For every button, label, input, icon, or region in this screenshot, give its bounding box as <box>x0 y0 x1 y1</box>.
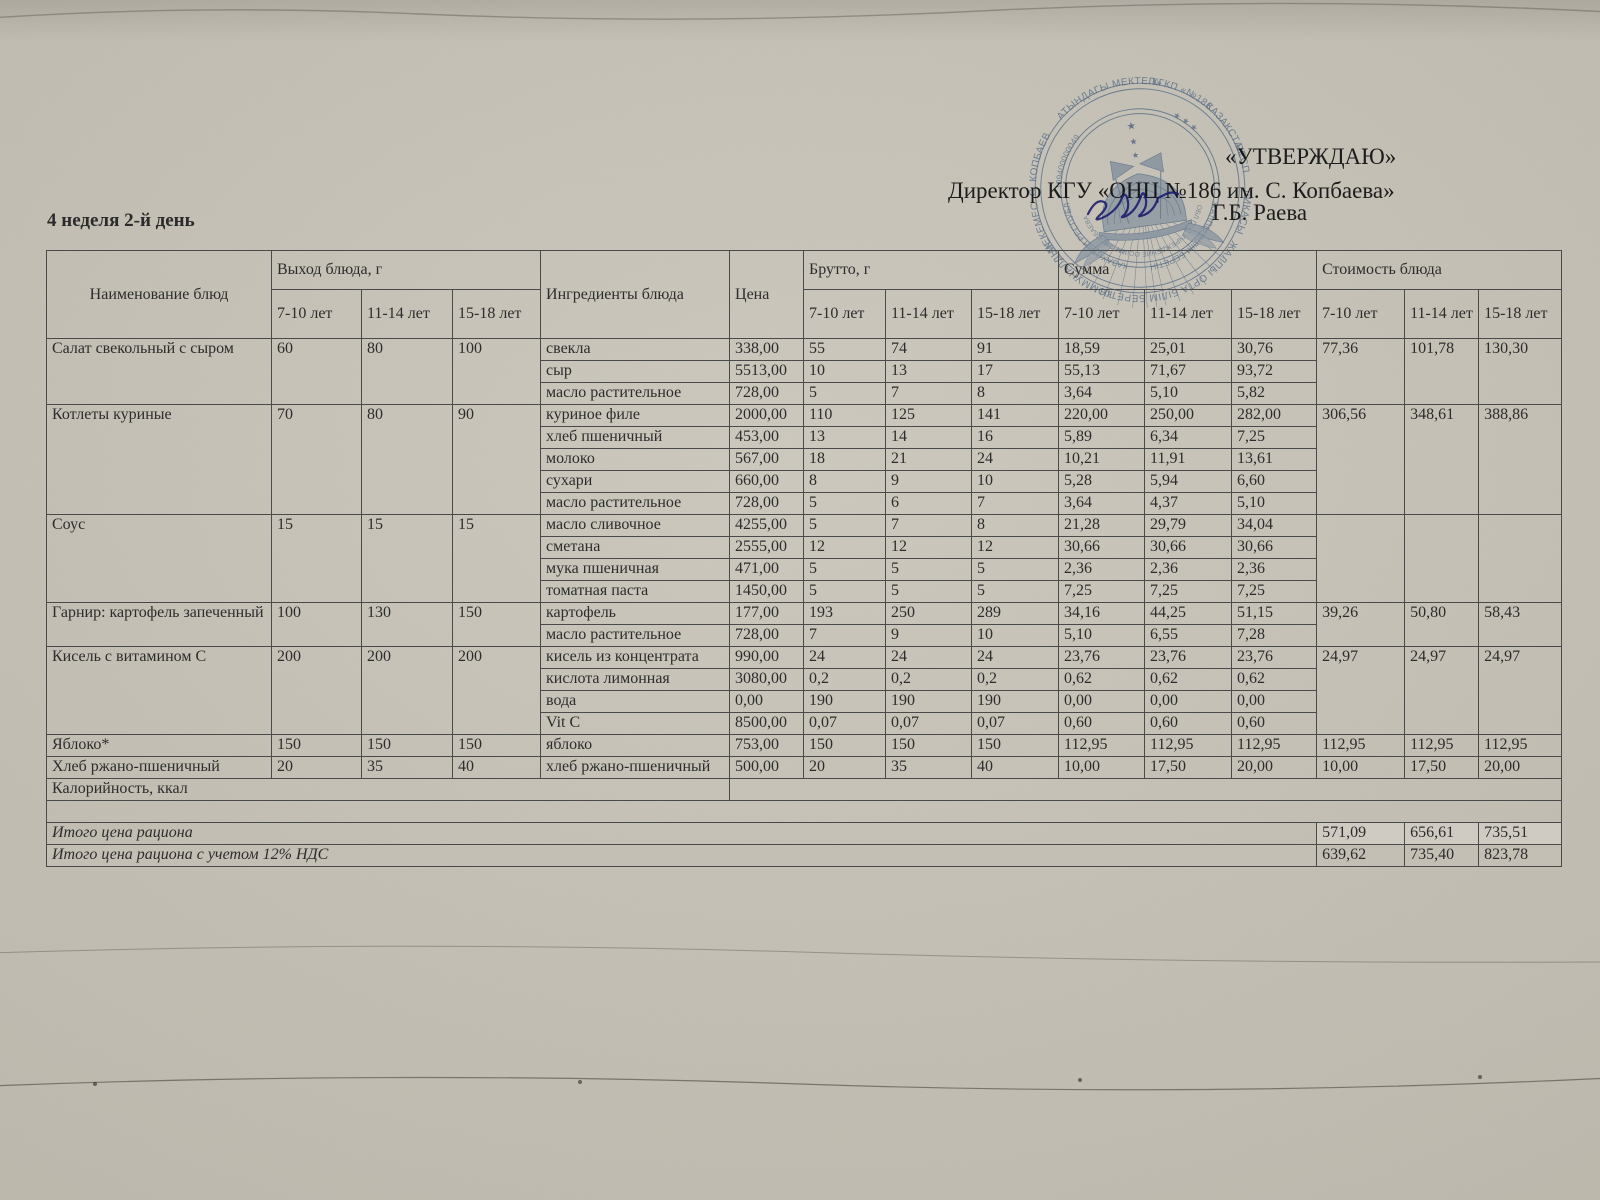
svg-text:ЛИКАСЫ: ЛИКАСЫ <box>1227 188 1258 237</box>
svg-text:★ ★ ★: ★ ★ ★ <box>1170 106 1201 136</box>
svg-text:АТЫНДАГЫ МЕКТЕП»: АТЫНДАГЫ МЕКТЕП» <box>1051 72 1167 124</box>
svg-text:109400000049: 109400000049 <box>1046 131 1088 190</box>
svg-text:★: ★ <box>1131 150 1139 160</box>
svg-text:★: ★ <box>1129 136 1138 147</box>
svg-text:★: ★ <box>1126 121 1137 133</box>
svg-text:КГКП «№186: КГКП «№186 <box>1150 69 1216 120</box>
